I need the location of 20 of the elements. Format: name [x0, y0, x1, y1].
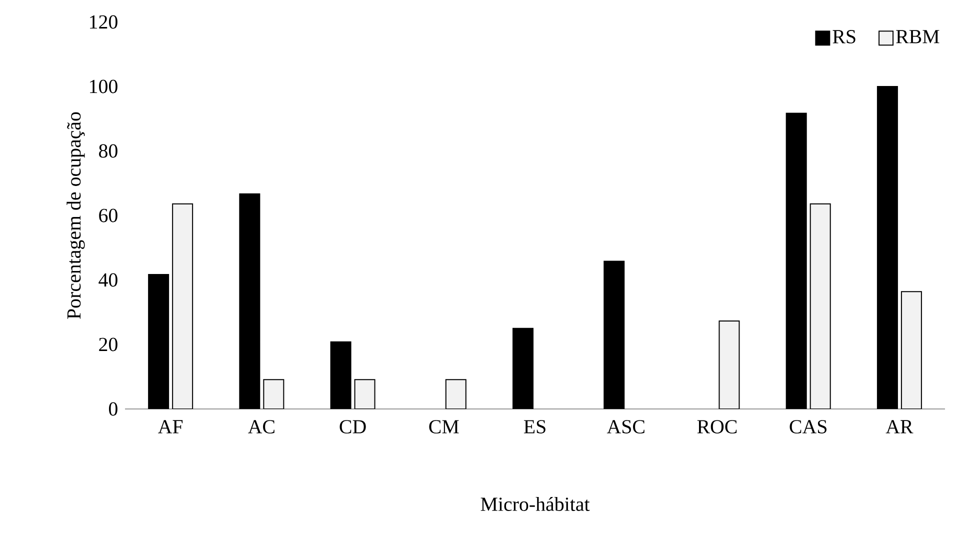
y-tick-label: 80 — [99, 144, 118, 158]
x-tick-label: AC — [248, 420, 274, 434]
y-tick-label: 0 — [108, 402, 118, 416]
y-axis-title: Porcentagem de ocupação — [66, 112, 85, 319]
y-tick-label: 20 — [99, 338, 118, 352]
x-tick-label: CD — [340, 420, 366, 434]
x-tick-label: AF — [158, 420, 183, 434]
x-tick-label: AR — [886, 420, 914, 434]
x-tick-label: ES — [524, 420, 546, 434]
y-tick-label: 40 — [98, 273, 118, 287]
x-axis-title: Micro-hábitat — [480, 496, 590, 511]
x-tick-label: ROC — [697, 420, 737, 434]
x-tick-label: CM — [429, 420, 459, 434]
y-tick-label: 120 — [90, 15, 118, 29]
y-tick-label: 60 — [99, 208, 118, 222]
y-tick-label: 100 — [90, 80, 118, 94]
legend-label: RBM — [896, 30, 940, 44]
x-tick-label: ASC — [606, 420, 644, 434]
legend-label: RS — [832, 30, 856, 44]
x-tick-label: CAS — [790, 420, 826, 434]
